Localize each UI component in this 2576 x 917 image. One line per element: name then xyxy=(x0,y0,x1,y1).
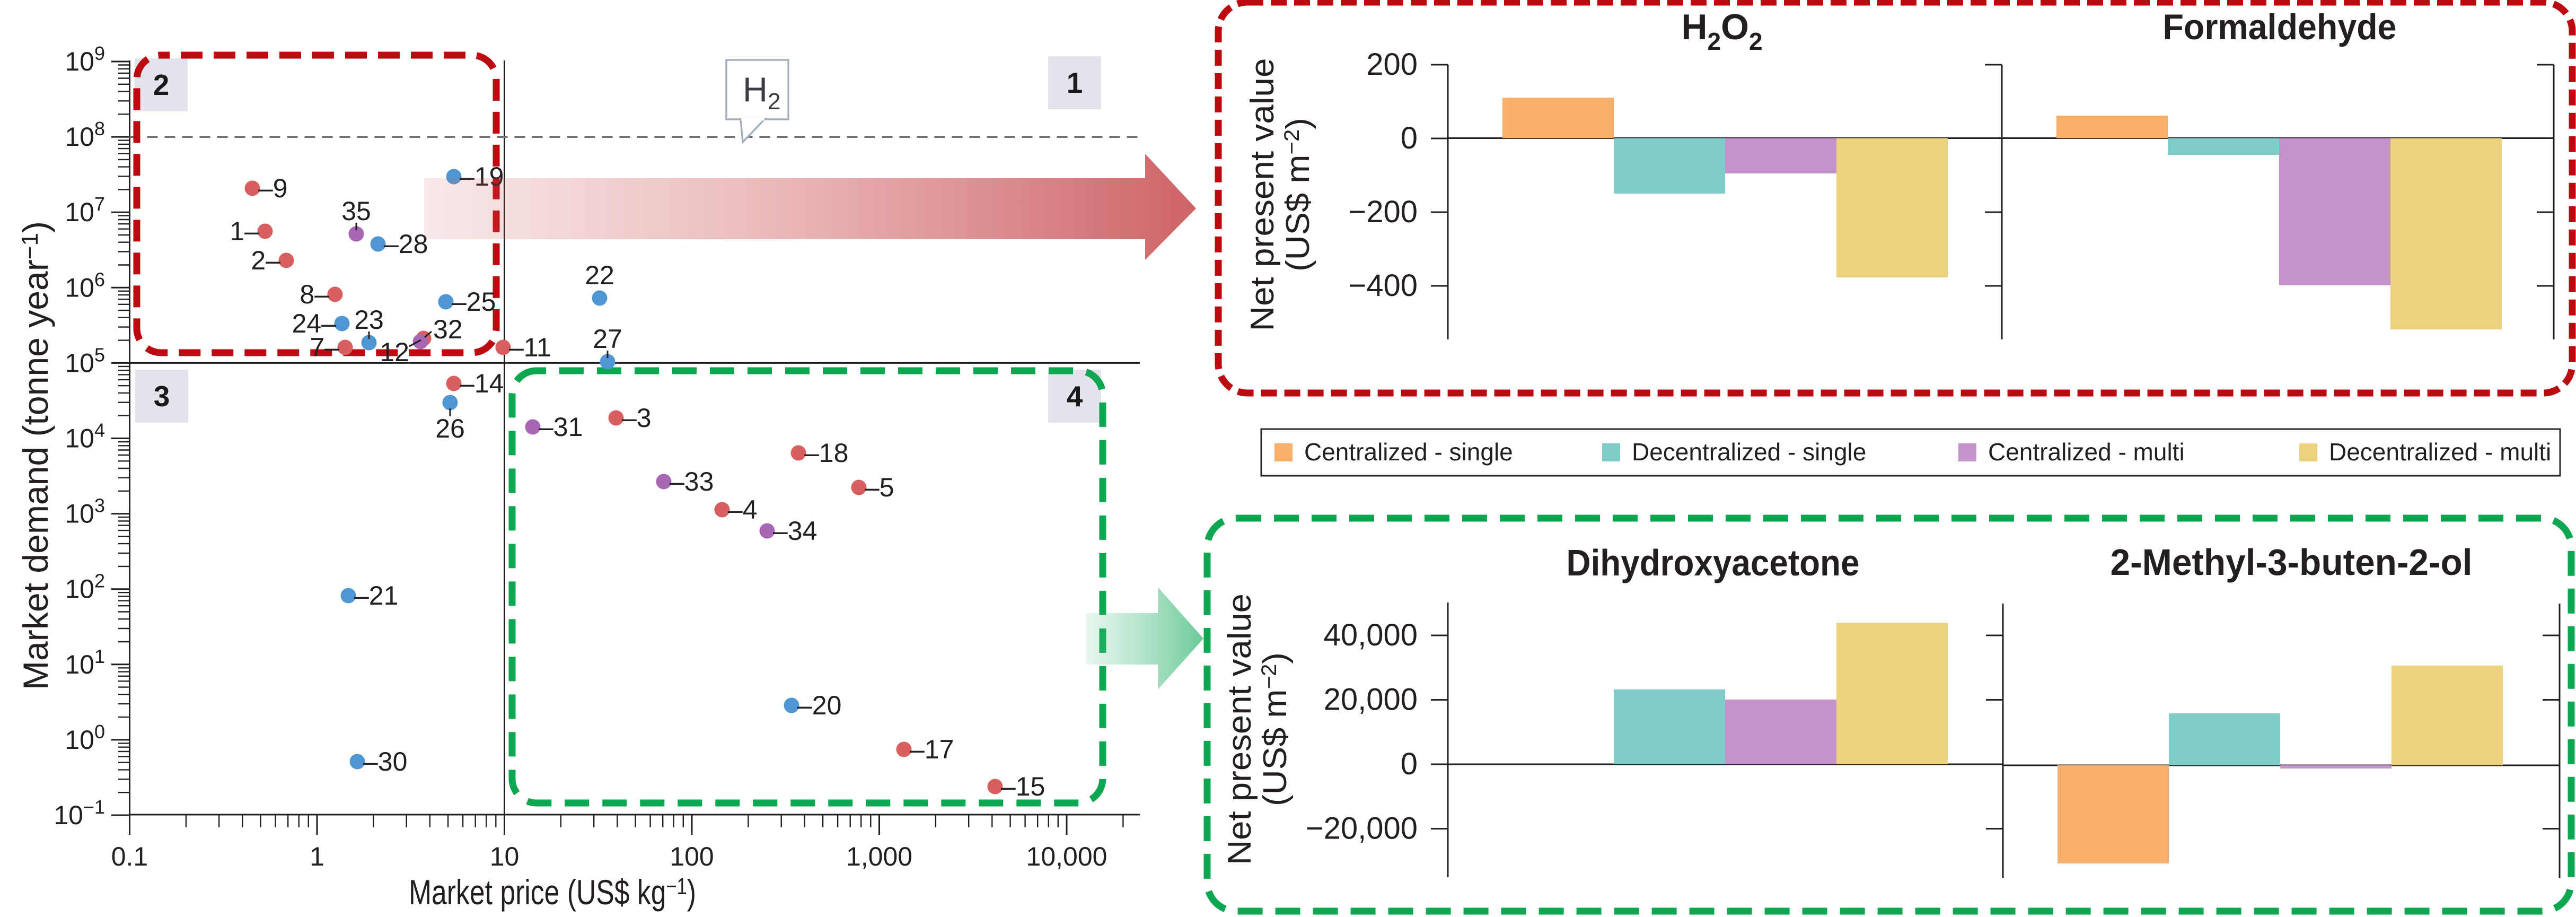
svg-text:10: 10 xyxy=(490,842,520,871)
svg-text:Dihydroxyacetone: Dihydroxyacetone xyxy=(1567,542,1860,583)
svg-text:35: 35 xyxy=(341,196,371,226)
svg-text:20,000: 20,000 xyxy=(1324,683,1418,717)
svg-text:100: 100 xyxy=(670,842,714,871)
svg-text:–28: –28 xyxy=(384,229,428,259)
svg-text:27: 27 xyxy=(593,324,622,354)
svg-text:−20,000: −20,000 xyxy=(1306,811,1418,846)
svg-text:26: 26 xyxy=(435,414,465,443)
svg-text:Centralized - single: Centralized - single xyxy=(1304,438,1513,466)
svg-text:H2: H2 xyxy=(743,70,780,115)
svg-text:2–: 2– xyxy=(251,246,280,275)
svg-text:23: 23 xyxy=(354,305,384,335)
svg-text:–25: –25 xyxy=(452,287,496,317)
svg-text:10,000: 10,000 xyxy=(1026,842,1107,871)
svg-text:8–: 8– xyxy=(300,280,329,309)
svg-text:2: 2 xyxy=(153,68,170,101)
svg-text:−200: −200 xyxy=(1348,195,1418,229)
svg-text:22: 22 xyxy=(585,260,614,290)
svg-text:–5: –5 xyxy=(865,473,894,502)
svg-text:1–: 1– xyxy=(230,216,259,246)
svg-text:−400: −400 xyxy=(1348,268,1418,303)
svg-text:Net present value: Net present value xyxy=(1244,58,1281,331)
svg-text:Formaldehyde: Formaldehyde xyxy=(2163,7,2397,47)
svg-text:–4: –4 xyxy=(728,495,758,525)
svg-text:200: 200 xyxy=(1366,47,1418,82)
svg-text:0: 0 xyxy=(1401,747,1418,781)
svg-text:–3: –3 xyxy=(622,403,652,433)
svg-text:Net present value: Net present value xyxy=(1221,593,1258,865)
svg-text:10−1: 10−1 xyxy=(54,796,105,830)
svg-text:Decentralized - single: Decentralized - single xyxy=(1632,438,1866,466)
svg-text:Decentralized - multi: Decentralized - multi xyxy=(2329,438,2551,466)
svg-text:12: 12 xyxy=(380,337,409,367)
svg-text:4: 4 xyxy=(1067,380,1083,413)
svg-text:–31: –31 xyxy=(539,412,583,442)
svg-text:–30: –30 xyxy=(363,747,407,776)
svg-text:2-Methyl-3-buten-2-ol: 2-Methyl-3-buten-2-ol xyxy=(2111,542,2473,583)
svg-text:–21: –21 xyxy=(354,581,398,610)
svg-text:3: 3 xyxy=(154,380,170,413)
svg-text:–15: –15 xyxy=(1001,772,1045,801)
svg-text:108: 108 xyxy=(65,118,105,152)
svg-text:–18: –18 xyxy=(804,438,848,468)
svg-text:–34: –34 xyxy=(773,516,817,546)
svg-text:Centralized - multi: Centralized - multi xyxy=(1988,438,2185,466)
svg-text:–17: –17 xyxy=(910,735,954,764)
svg-text:32: 32 xyxy=(433,315,463,344)
svg-text:–9: –9 xyxy=(258,173,288,203)
svg-text:–20: –20 xyxy=(797,691,841,720)
svg-text:7–: 7– xyxy=(310,333,339,362)
svg-text:1: 1 xyxy=(310,842,324,871)
svg-text:Market demand (tonne year−1): Market demand (tonne year−1) xyxy=(16,221,55,690)
svg-text:40,000: 40,000 xyxy=(1324,618,1418,652)
svg-text:1,000: 1,000 xyxy=(846,842,912,871)
svg-text:–14: –14 xyxy=(460,369,504,398)
svg-text:–11: –11 xyxy=(509,333,551,362)
svg-text:24–: 24– xyxy=(292,309,337,338)
svg-text:–33: –33 xyxy=(670,467,714,496)
svg-text:0.1: 0.1 xyxy=(111,842,148,871)
svg-text:Market price (US$ kg−1): Market price (US$ kg−1) xyxy=(409,872,696,912)
svg-text:1: 1 xyxy=(1067,66,1083,99)
svg-text:0: 0 xyxy=(1401,121,1418,155)
